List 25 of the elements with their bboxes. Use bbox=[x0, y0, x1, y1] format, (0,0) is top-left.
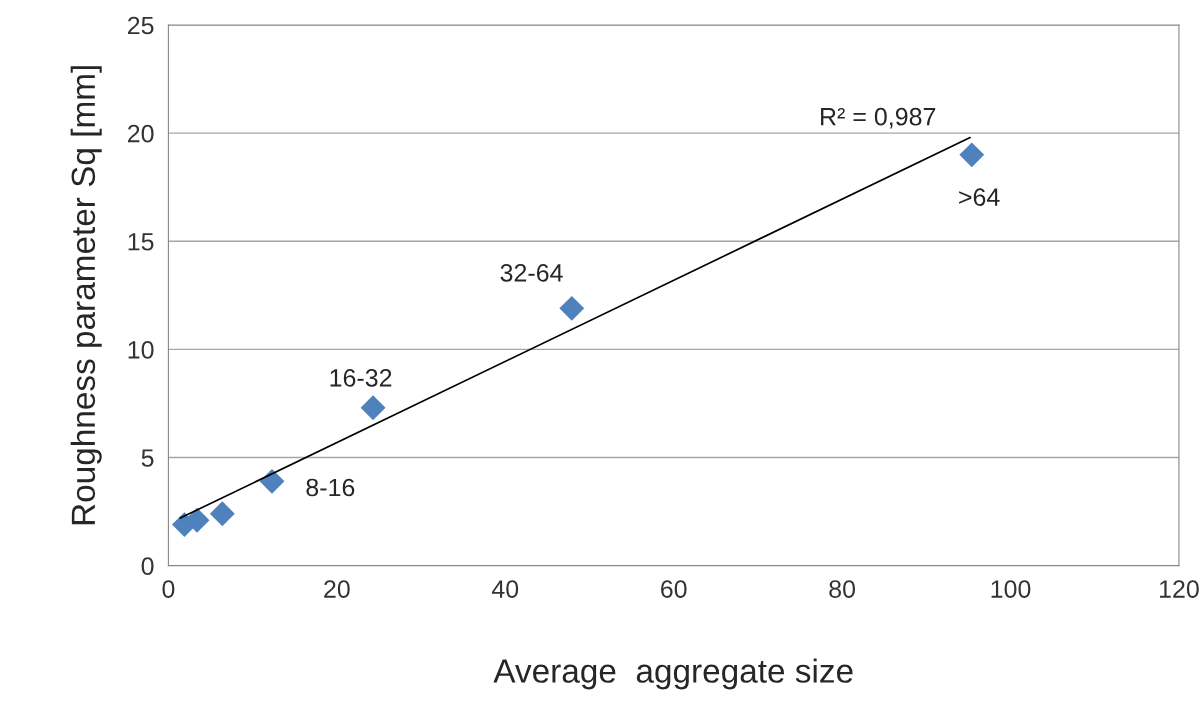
x-tick-label: 100 bbox=[991, 580, 1031, 598]
x-tick-label: 120 bbox=[1159, 580, 1199, 598]
y-axis-title: Roughness parameter Sq [mm] bbox=[70, 66, 102, 525]
annotation: >64 bbox=[959, 188, 1000, 206]
y-tick-label: 15 bbox=[128, 233, 154, 251]
x-tick-label: 60 bbox=[661, 580, 687, 598]
x-tick-label: 80 bbox=[829, 580, 856, 598]
annotation: R² = 0,987 bbox=[821, 107, 936, 129]
annotation: 8-16 bbox=[306, 478, 355, 497]
point bbox=[209, 501, 235, 527]
annotation: 16-32 bbox=[330, 369, 392, 387]
x-tick-label: 20 bbox=[324, 580, 350, 598]
y-tick-label: 20 bbox=[127, 124, 154, 143]
y-tick-label: 5 bbox=[141, 449, 154, 467]
y-tick-label: 10 bbox=[128, 341, 154, 359]
y-tick-label: 25 bbox=[127, 16, 154, 35]
x-tick-label: 40 bbox=[491, 580, 519, 598]
x-axis-title: Average aggregate size bbox=[493, 658, 853, 690]
point bbox=[559, 295, 585, 321]
point bbox=[959, 142, 985, 168]
point bbox=[360, 395, 386, 421]
x-tick-label: 0 bbox=[162, 580, 175, 598]
annotation: 32-64 bbox=[500, 264, 563, 282]
y-tick-label: 0 bbox=[141, 557, 154, 575]
point bbox=[259, 468, 285, 494]
